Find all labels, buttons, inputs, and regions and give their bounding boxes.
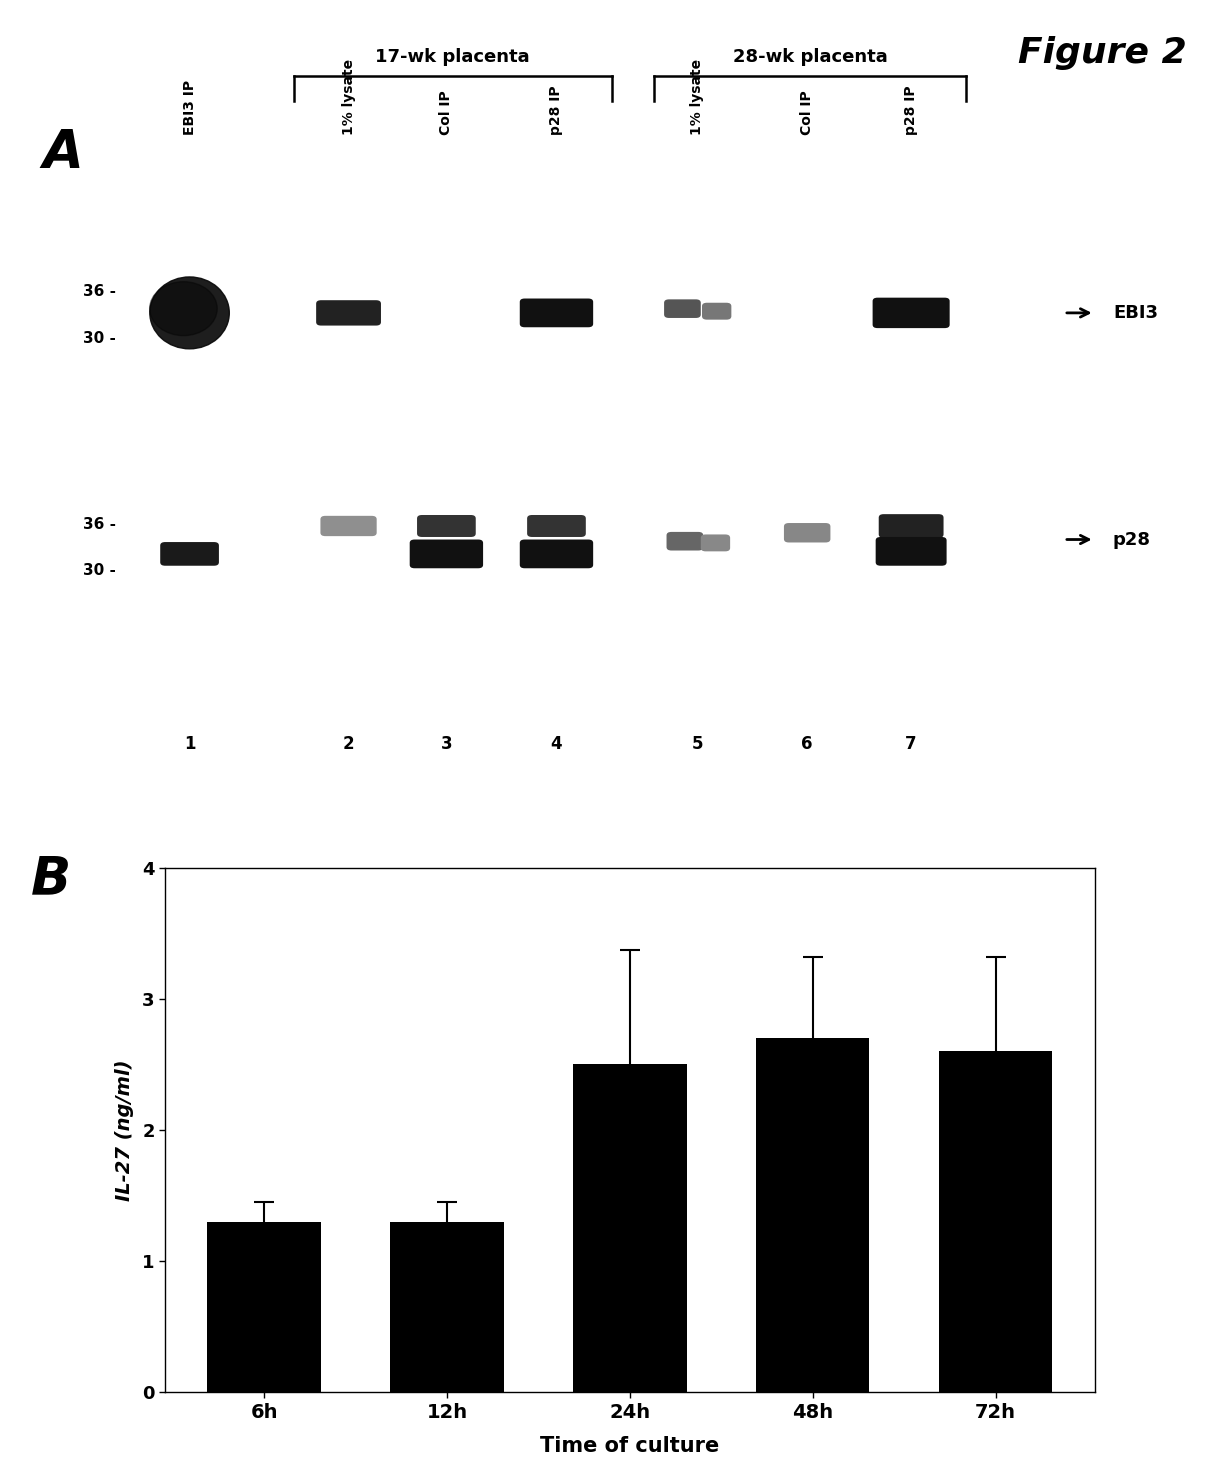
FancyBboxPatch shape [701,535,730,551]
Text: 7: 7 [905,735,917,754]
Ellipse shape [149,277,230,348]
FancyBboxPatch shape [876,537,947,566]
Text: 17-wk placenta: 17-wk placenta [375,48,530,66]
Text: p28: p28 [1113,531,1151,548]
Text: 1% lysate: 1% lysate [690,60,704,136]
Text: Col IP: Col IP [800,90,815,136]
FancyBboxPatch shape [667,532,703,551]
Text: 30 -: 30 - [83,563,116,579]
FancyBboxPatch shape [702,303,731,319]
Bar [208,1222,320,1392]
FancyBboxPatch shape [878,515,944,538]
Bar [939,1051,1052,1392]
FancyBboxPatch shape [160,542,219,566]
Text: A: A [43,127,83,179]
Text: Figure 2: Figure 2 [1018,36,1186,70]
FancyBboxPatch shape [410,539,483,569]
Text: 30 -: 30 - [83,331,116,346]
Bar [756,1038,870,1392]
Text: 3: 3 [440,735,453,754]
FancyBboxPatch shape [520,539,593,569]
FancyBboxPatch shape [784,523,830,542]
X-axis label: Time of culture: Time of culture [541,1436,719,1455]
Bar [574,1064,686,1392]
Text: 1% lysate: 1% lysate [341,60,356,136]
Text: 1: 1 [183,735,196,754]
Text: 36 -: 36 - [83,284,116,299]
Text: 36 -: 36 - [83,516,116,532]
Text: 6: 6 [801,735,813,754]
Text: EBI3: EBI3 [1113,303,1158,322]
FancyBboxPatch shape [316,300,380,325]
Text: p28 IP: p28 IP [904,86,918,136]
Y-axis label: IL-27 (ng/ml): IL-27 (ng/ml) [115,1059,133,1201]
Text: B: B [31,853,71,905]
Text: EBI3 IP: EBI3 IP [182,80,197,136]
FancyBboxPatch shape [417,515,476,537]
Bar [390,1222,504,1392]
Text: 2: 2 [342,735,355,754]
FancyBboxPatch shape [873,297,949,328]
Text: Col IP: Col IP [439,90,454,136]
Text: 4: 4 [550,735,563,754]
Text: p28 IP: p28 IP [549,86,564,136]
Text: 5: 5 [691,735,703,754]
Text: 28-wk placenta: 28-wk placenta [733,48,888,66]
FancyBboxPatch shape [520,299,593,327]
FancyBboxPatch shape [320,516,377,537]
FancyBboxPatch shape [527,515,586,537]
Ellipse shape [149,281,218,335]
FancyBboxPatch shape [664,299,701,318]
